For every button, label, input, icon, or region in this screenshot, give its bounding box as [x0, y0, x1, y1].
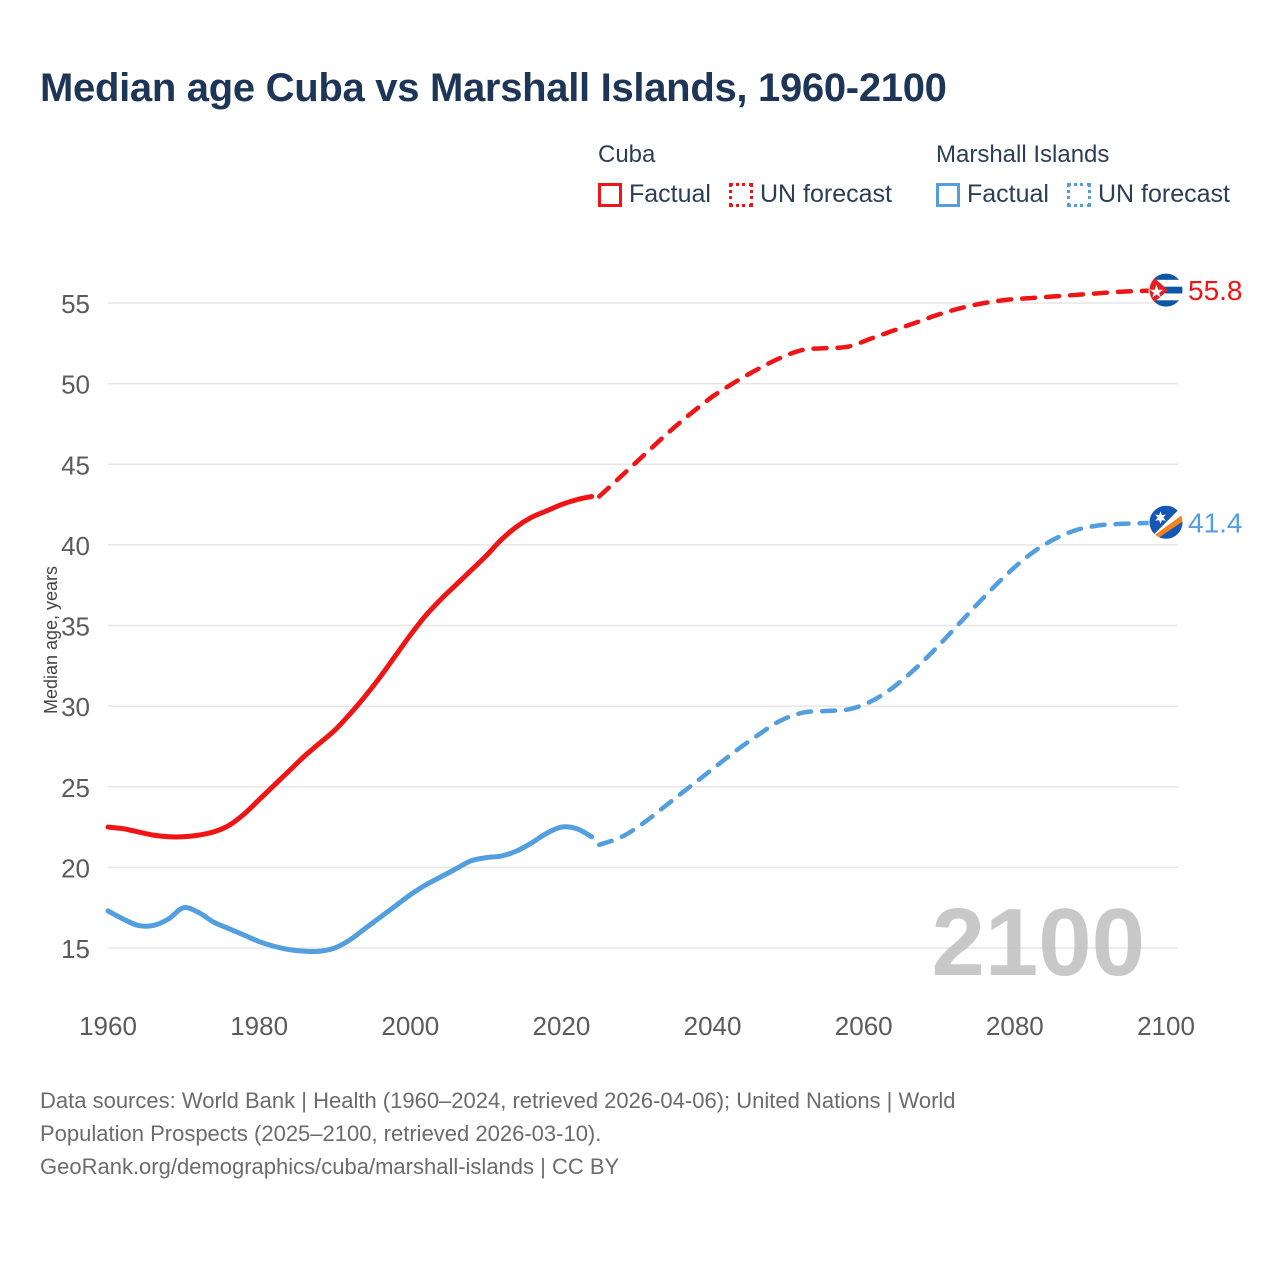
x-axis-tick: 2020	[533, 1011, 591, 1041]
cuba-factual-line	[105, 494, 595, 840]
chart-plot-area: 15 20 25 30 35 40 45 50 55 1960 1980 2000 2020 2040 2…	[41, 272, 1243, 1041]
y-axis-tick: 35	[61, 612, 90, 642]
y-axis-tick: 45	[61, 450, 90, 480]
legend-item-label: Factual	[967, 180, 1049, 208]
x-axis-tick: 2100	[1137, 1011, 1195, 1041]
page-title: Median age Cuba vs Marshall Islands, 196…	[40, 66, 947, 110]
x-axis-tick: 1960	[79, 1011, 137, 1041]
legend-item-marshall-islands-factual[interactable]: Factual	[936, 180, 1049, 209]
marshall-islands-flag-icon	[1148, 504, 1184, 540]
chart-footer: Data sources: World Bank | Health (1960–…	[40, 1084, 1200, 1183]
y-axis-tick: 20	[61, 853, 90, 883]
chart-legend: Cuba Factual UN forecast Marshall Island…	[598, 140, 1258, 226]
y-axis-tick: 15	[61, 934, 90, 964]
y-axis-tick: 40	[61, 531, 90, 561]
legend-item-label: Factual	[629, 180, 711, 208]
legend-group-marshall-islands: Marshall Islands Factual UN forecast	[936, 140, 1230, 209]
legend-group-cuba: Cuba Factual UN forecast	[598, 140, 892, 209]
footer-data-sources-line1: Data sources: World Bank | Health (1960–…	[40, 1088, 956, 1113]
chart-series-lines	[105, 287, 1169, 955]
cuba-forecast-line	[596, 287, 1169, 499]
x-axis-tick: 2040	[684, 1011, 742, 1041]
legend-items-cuba: Factual UN forecast	[598, 180, 892, 209]
cuba-end-value-label: 55.8	[1188, 275, 1243, 306]
marshall-islands-forecast-line	[596, 520, 1169, 848]
marshall-islands-factual-line	[105, 824, 595, 955]
footer-data-sources-line2: Population Prospects (2025–2100, retriev…	[40, 1121, 602, 1146]
legend-series-name-cuba: Cuba	[598, 141, 656, 168]
marshall-islands-end-value-label: 41.4	[1188, 507, 1243, 538]
legend-swatch-solid-icon	[936, 182, 960, 207]
x-axis-tick: 2080	[986, 1011, 1044, 1041]
legend-item-label: UN forecast	[759, 180, 892, 208]
legend-item-marshall-islands-forecast[interactable]: UN forecast	[1066, 180, 1230, 209]
y-axis-tick: 30	[61, 692, 90, 722]
legend-items-marshall-islands: Factual UN forecast	[936, 180, 1230, 209]
chart-svg: 15 20 25 30 35 40 45 50 55 1960 1980 2000 2020 2040 2…	[41, 272, 1243, 1041]
legend-item-cuba-factual[interactable]: Factual	[598, 180, 711, 209]
footer-attribution[interactable]: GeoRank.org/demographics/cuba/marshall-i…	[40, 1154, 620, 1179]
legend-item-label: UN forecast	[1097, 180, 1230, 208]
watermark-year: 2100	[931, 889, 1145, 996]
legend-swatch-dotted-icon	[1066, 182, 1091, 207]
chart-gridlines	[108, 302, 1178, 949]
x-axis-tick: 2000	[381, 1011, 439, 1041]
x-axis-tick: 1980	[230, 1011, 288, 1041]
y-axis-tick: 50	[61, 370, 90, 400]
legend-series-name-marshall-islands: Marshall Islands	[936, 141, 1110, 168]
chart-y-tick-labels: 15 20 25 30 35 40 45 50 55	[61, 289, 90, 964]
cuba-flag-icon	[1148, 272, 1184, 308]
legend-swatch-solid-icon	[598, 182, 622, 207]
x-axis-tick: 2060	[835, 1011, 893, 1041]
legend-swatch-dotted-icon	[728, 182, 753, 207]
y-axis-title: Median age, years	[41, 566, 61, 714]
y-axis-tick: 25	[61, 773, 90, 803]
y-axis-tick: 55	[61, 289, 90, 319]
chart-x-tick-labels: 1960 1980 2000 2020 2040 2060 2080 2100	[79, 1011, 1195, 1041]
legend-item-cuba-forecast[interactable]: UN forecast	[728, 180, 892, 209]
